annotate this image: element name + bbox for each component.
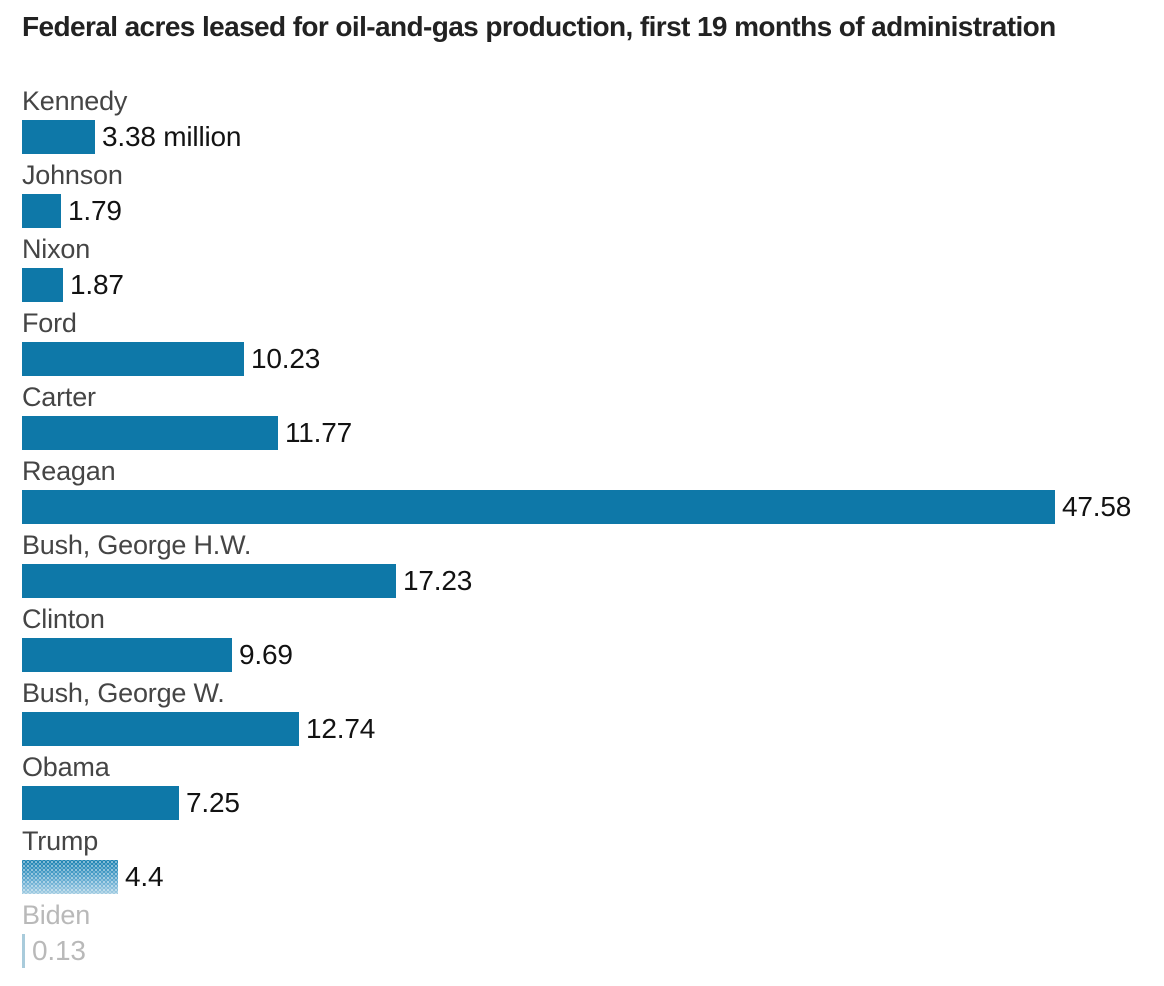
bar-row: Biden 0.13 [22,894,1144,968]
bar [22,416,278,450]
bar [22,786,179,820]
value-label: 7.25 [186,787,240,818]
category-label: Trump [22,826,99,856]
category-label: Bush, George H.W. [22,530,252,560]
category-label: Biden [22,900,91,930]
bar-line: 3.38 million [22,120,1144,154]
chart-title: Federal acres leased for oil-and-gas pro… [22,11,1056,42]
bar-row: Bush, George H.W. 17.23 [22,524,1144,598]
value-label: 11.77 [285,417,352,448]
bar [22,120,95,154]
bar-row: Clinton 9.69 [22,598,1144,672]
bar [22,860,118,894]
bar [22,490,1055,524]
bar [22,564,396,598]
bar-row: Kennedy 3.38 million [22,80,1144,154]
bar-row: Ford 10.23 [22,302,1144,376]
category-label: Ford [22,308,77,338]
bar-line: 12.74 [22,712,1144,746]
bar-row: Bush, George W. 12.74 [22,672,1144,746]
bar [22,712,299,746]
bar-row: Reagan 47.58 [22,450,1144,524]
bar-row: Carter 11.77 [22,376,1144,450]
value-label: 17.23 [403,565,473,596]
category-label: Clinton [22,604,105,634]
value-label: 0.13 [32,935,86,966]
category-label: Obama [22,752,110,782]
bar-line: 0.13 [22,934,1144,968]
bar-row: Obama 7.25 [22,746,1144,820]
bar-line: 9.69 [22,638,1144,672]
bar [22,342,244,376]
bar-line: 17.23 [22,564,1144,598]
bar-row: Nixon 1.87 [22,228,1144,302]
bar-line: 47.58 [22,490,1144,524]
bar [22,194,61,228]
bar-line: 1.87 [22,268,1144,302]
bar-row: Trump 4.4 [22,820,1144,894]
category-label: Bush, George W. [22,678,225,708]
value-label: 9.69 [239,639,293,670]
bar-row: Johnson 1.79 [22,154,1144,228]
value-label: 4.4 [125,861,164,892]
value-label: 1.79 [68,195,122,226]
category-label: Nixon [22,234,91,264]
category-label: Carter [22,382,96,412]
bar [22,638,232,672]
bar [22,268,63,302]
value-label: 47.58 [1062,491,1132,522]
bar [22,934,25,968]
bar-line: 7.25 [22,786,1144,820]
value-label: 1.87 [70,269,124,300]
value-label: 12.74 [306,713,376,744]
bar-line: 1.79 [22,194,1144,228]
bar-rows: Kennedy 3.38 million Johnson 1.79 Nixon 1.87 F… [22,80,1144,968]
category-label: Reagan [22,456,116,486]
bar-line: 11.77 [22,416,1144,450]
category-label: Johnson [22,160,123,190]
bar-line: 4.4 [22,860,1144,894]
value-label: 3.38 million [102,121,242,152]
bar-line: 10.23 [22,342,1144,376]
value-label: 10.23 [251,343,321,374]
category-label: Kennedy [22,86,128,116]
